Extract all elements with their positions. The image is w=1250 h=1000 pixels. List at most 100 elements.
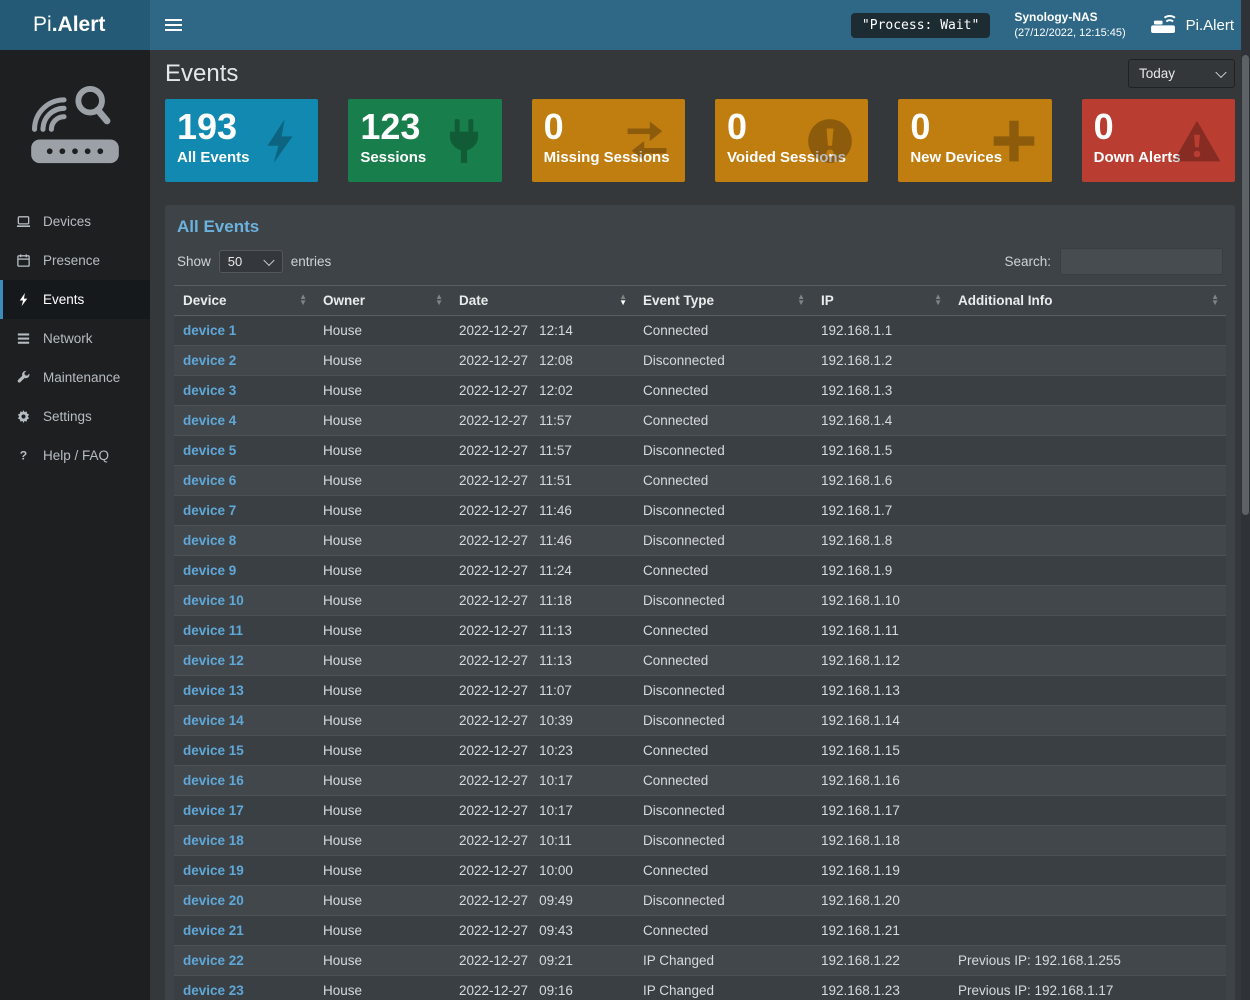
sidebar-item-settings[interactable]: Settings (0, 397, 150, 436)
time-value: 12:14 (539, 322, 573, 338)
column-header-label: IP (821, 293, 834, 308)
date-value: 2022-12-27 (459, 832, 529, 848)
device-link[interactable]: device 10 (183, 592, 244, 608)
device-link[interactable]: device 15 (183, 742, 244, 758)
table-row: device 2 House 2022-12-27 12:08 Disconnected… (174, 345, 1226, 376)
device-link[interactable]: device 14 (183, 712, 244, 728)
stat-card-sessions[interactable]: 123 Sessions (348, 99, 502, 182)
device-cell: device 7 (174, 495, 314, 526)
date-cell: 2022-12-27 11:57 (450, 435, 634, 466)
sidebar-item-maintenance[interactable]: Maintenance (0, 358, 150, 397)
device-link[interactable]: device 8 (183, 532, 237, 548)
vertical-scrollbar-track[interactable] (1241, 0, 1250, 1000)
sidebar-item-devices[interactable]: Devices (0, 202, 150, 241)
event-type-cell: Connected (634, 855, 812, 886)
additional-info-cell (949, 705, 1226, 736)
additional-info-cell (949, 465, 1226, 496)
date-value: 2022-12-27 (459, 622, 529, 638)
event-type-cell: Disconnected (634, 585, 812, 616)
exclamation-icon (805, 116, 855, 166)
column-header-ip[interactable]: IP ▲ ▼ (812, 285, 949, 316)
event-type-cell: Disconnected (634, 435, 812, 466)
device-link[interactable]: device 12 (183, 652, 244, 668)
stat-card-down-alerts[interactable]: 0 Down Alerts (1081, 99, 1235, 182)
device-link[interactable]: device 7 (183, 502, 237, 518)
wrench-icon (15, 370, 32, 385)
sidebar-item-presence[interactable]: Presence (0, 241, 150, 280)
period-select[interactable]: Today (1128, 59, 1235, 88)
device-cell: device 15 (174, 735, 314, 766)
sidebar-item-help-faq[interactable]: ? Help / FAQ (0, 436, 150, 475)
date-cell: 2022-12-27 09:43 (450, 915, 634, 946)
owner-cell: House (314, 705, 450, 736)
device-link[interactable]: device 2 (183, 352, 237, 368)
sidebar-toggle-button[interactable] (150, 0, 196, 50)
column-header-owner[interactable]: Owner ▲ ▼ (314, 285, 450, 316)
additional-info-cell (949, 885, 1226, 916)
ip-cell: 192.168.1.23 (812, 975, 949, 1000)
owner-cell: House (314, 795, 450, 826)
app-logo[interactable]: Pi .Alert (0, 0, 150, 50)
event-type-cell: IP Changed (634, 945, 812, 976)
time-value: 11:24 (539, 562, 572, 578)
device-cell: device 23 (174, 975, 314, 1000)
device-cell: device 3 (174, 375, 314, 406)
sidebar-item-label: Presence (43, 253, 101, 268)
top-navbar: "Process: Wait" Synology-NAS (27/12/2022… (150, 0, 1250, 50)
stat-card-new-devices[interactable]: 0 New Devices (898, 99, 1052, 182)
ip-cell: 192.168.1.6 (812, 465, 949, 496)
device-link[interactable]: device 9 (183, 562, 237, 578)
device-link[interactable]: device 11 (183, 622, 244, 638)
table-row: device 16 House 2022-12-27 10:17 Connected 19… (174, 765, 1226, 796)
stat-card-missing-sessions[interactable]: 0 Missing Sessions (531, 99, 685, 182)
column-header-device[interactable]: Device ▲ ▼ (174, 285, 314, 316)
device-link[interactable]: device 6 (183, 472, 237, 488)
date-cell: 2022-12-27 12:14 (450, 316, 634, 346)
sidebar-item-events[interactable]: Events (0, 280, 150, 319)
table-row: device 7 House 2022-12-27 11:46 Disconnected… (174, 495, 1226, 526)
device-link[interactable]: device 22 (183, 952, 244, 968)
event-type-cell: Connected (634, 735, 812, 766)
column-header-additional-info[interactable]: Additional Info ▲ ▼ (949, 285, 1226, 316)
device-link[interactable]: device 18 (183, 832, 244, 848)
device-link[interactable]: device 5 (183, 442, 237, 458)
table-row: device 18 House 2022-12-27 10:11 Disconnecte… (174, 825, 1226, 856)
ip-cell: 192.168.1.22 (812, 945, 949, 976)
stat-card-all-events[interactable]: 193 All Events (165, 99, 319, 182)
additional-info-cell (949, 316, 1226, 346)
device-link[interactable]: device 19 (183, 862, 244, 878)
column-header-date[interactable]: Date ▲ ▼ (450, 285, 634, 316)
device-link[interactable]: device 20 (183, 892, 244, 908)
search-input[interactable] (1060, 248, 1223, 275)
device-link[interactable]: device 17 (183, 802, 244, 818)
owner-cell: House (314, 345, 450, 376)
device-cell: device 6 (174, 465, 314, 496)
event-type-cell: Disconnected (634, 795, 812, 826)
additional-info-cell (949, 645, 1226, 676)
date-cell: 2022-12-27 11:24 (450, 555, 634, 586)
device-link[interactable]: device 13 (183, 682, 244, 698)
page-length-select[interactable]: 50 (218, 250, 283, 273)
event-type-cell: Disconnected (634, 885, 812, 916)
device-link[interactable]: device 21 (183, 922, 244, 938)
device-link[interactable]: device 16 (183, 772, 244, 788)
date-value: 2022-12-27 (459, 922, 529, 938)
stat-card-voided-sessions[interactable]: 0 Voided Sessions (714, 99, 869, 182)
device-link[interactable]: device 4 (183, 412, 237, 428)
device-cell: device 21 (174, 915, 314, 946)
navbar-brand[interactable]: Pi.Alert (1150, 13, 1234, 38)
bolt-large-icon (255, 116, 305, 166)
device-link[interactable]: device 1 (183, 322, 237, 338)
sort-icon: ▲ ▼ (934, 291, 942, 308)
column-header-event-type[interactable]: Event Type ▲ ▼ (634, 285, 812, 316)
vertical-scrollbar-thumb[interactable] (1242, 55, 1249, 515)
owner-cell: House (314, 885, 450, 916)
ip-cell: 192.168.1.14 (812, 705, 949, 736)
device-link[interactable]: device 3 (183, 382, 237, 398)
sidebar-item-network[interactable]: Network (0, 319, 150, 358)
device-link[interactable]: device 23 (183, 982, 244, 998)
additional-info-cell (949, 735, 1226, 766)
table-row: device 20 House 2022-12-27 09:49 Disconnecte… (174, 885, 1226, 916)
table-row: device 11 House 2022-12-27 11:13 Connected 19… (174, 615, 1226, 646)
date-value: 2022-12-27 (459, 412, 529, 428)
